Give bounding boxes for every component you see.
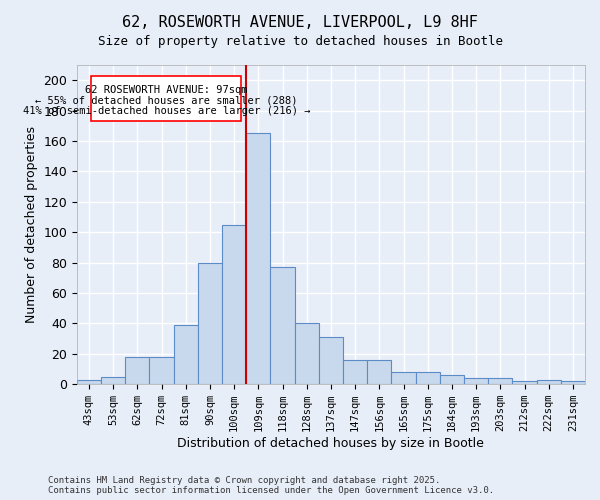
Bar — [416, 372, 440, 384]
Y-axis label: Number of detached properties: Number of detached properties — [25, 126, 38, 323]
Bar — [149, 357, 173, 384]
Bar — [101, 376, 125, 384]
Bar — [367, 360, 391, 384]
Bar — [391, 372, 416, 384]
Bar — [536, 380, 561, 384]
Bar — [561, 381, 585, 384]
Bar — [295, 324, 319, 384]
Text: 41% of semi-detached houses are larger (216) →: 41% of semi-detached houses are larger (… — [23, 106, 310, 116]
X-axis label: Distribution of detached houses by size in Bootle: Distribution of detached houses by size … — [178, 437, 484, 450]
Bar — [222, 224, 246, 384]
Bar — [319, 337, 343, 384]
Bar — [198, 262, 222, 384]
Bar — [246, 134, 271, 384]
Text: Size of property relative to detached houses in Bootle: Size of property relative to detached ho… — [97, 35, 503, 48]
Bar — [271, 267, 295, 384]
Bar — [125, 357, 149, 384]
Bar — [464, 378, 488, 384]
Bar — [343, 360, 367, 384]
Text: ← 55% of detached houses are smaller (288): ← 55% of detached houses are smaller (28… — [35, 96, 298, 106]
Bar — [77, 380, 101, 384]
Bar — [512, 381, 536, 384]
Bar — [488, 378, 512, 384]
Bar — [440, 375, 464, 384]
Bar — [173, 325, 198, 384]
FancyBboxPatch shape — [91, 76, 241, 121]
Text: 62, ROSEWORTH AVENUE, LIVERPOOL, L9 8HF: 62, ROSEWORTH AVENUE, LIVERPOOL, L9 8HF — [122, 15, 478, 30]
Text: Contains HM Land Registry data © Crown copyright and database right 2025.
Contai: Contains HM Land Registry data © Crown c… — [48, 476, 494, 495]
Text: 62 ROSEWORTH AVENUE: 97sqm: 62 ROSEWORTH AVENUE: 97sqm — [85, 85, 248, 95]
